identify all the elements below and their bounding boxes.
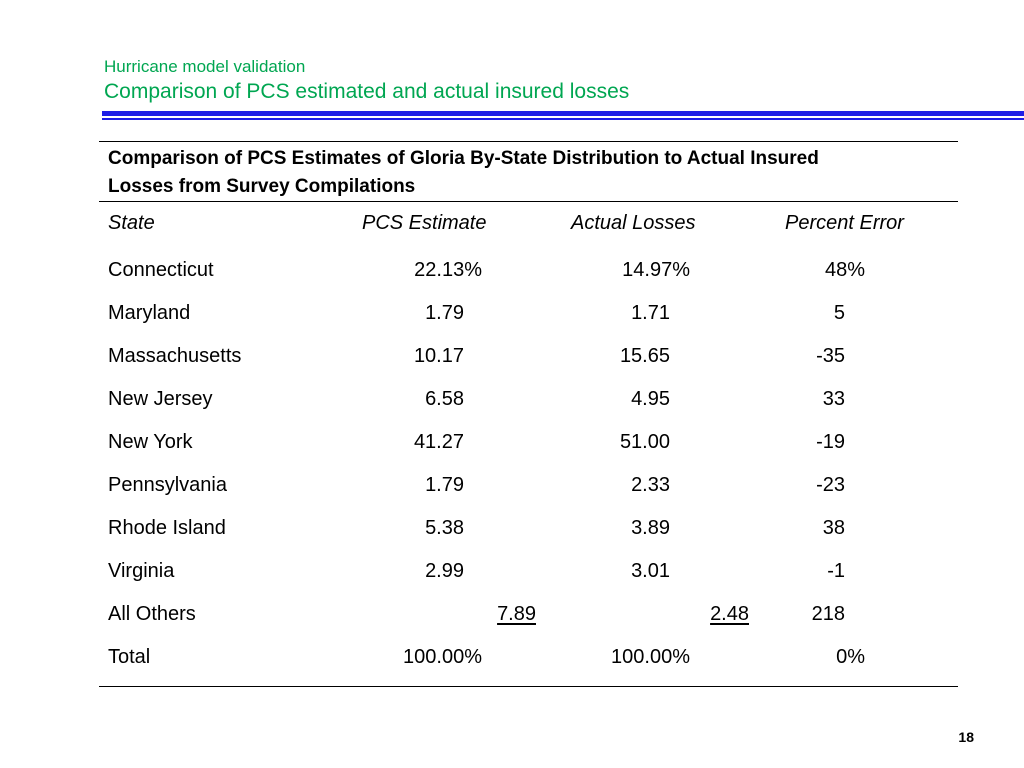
cell-percent-error: -19 xyxy=(816,431,845,453)
cell-actual-losses: 1.71 xyxy=(631,302,670,324)
cell-pcs-estimate: 2.99 xyxy=(425,560,464,582)
cell-actual-losses: 51.00 xyxy=(619,431,670,453)
cell-actual-losses: 2.33 xyxy=(631,474,670,496)
header-rule-thick xyxy=(102,111,1024,116)
cell-pcs-estimate: 100.00% xyxy=(403,646,482,668)
cell-percent-error: -35 xyxy=(816,345,845,367)
column-header-pcs-estimate: PCS Estimate xyxy=(362,212,487,234)
cell-percent-error: 0% xyxy=(836,646,865,668)
cell-actual-losses: 100.00% xyxy=(611,646,690,668)
cell-state: New York xyxy=(108,431,193,453)
table-row: Maryland 1.79 1.71 5 xyxy=(99,293,958,336)
column-header-percent-error: Percent Error xyxy=(785,212,904,234)
cell-percent-error: -1 xyxy=(827,560,845,582)
cell-actual-losses: 3.01 xyxy=(631,560,670,582)
table-caption-rule xyxy=(99,201,958,202)
page-number: 18 xyxy=(958,729,974,745)
cell-percent-error: 38 xyxy=(822,517,845,539)
losses-table: Comparison of PCS Estimates of Gloria By… xyxy=(99,141,958,680)
column-header-actual-losses: Actual Losses xyxy=(571,212,696,234)
cell-pcs-estimate: 22.13% xyxy=(414,259,482,281)
table-row: Connecticut 22.13% 14.97% 48% xyxy=(99,250,958,293)
cell-actual-losses: 14.97% xyxy=(622,259,690,281)
cell-state: Virginia xyxy=(108,560,175,582)
cell-actual-losses: 4.95 xyxy=(631,388,670,410)
table-row: New Jersey 6.58 4.95 33 xyxy=(99,379,958,422)
table-caption-line-2: Losses from Survey Compilations xyxy=(108,176,416,197)
cell-actual-losses: 2.48 xyxy=(710,603,749,625)
table-row: New York 41.27 51.00 -19 xyxy=(99,422,958,465)
cell-pcs-estimate: 6.58 xyxy=(425,388,464,410)
cell-actual-losses: 3.89 xyxy=(631,517,670,539)
table-header-row: State PCS Estimate Actual Losses Percent… xyxy=(99,202,958,245)
cell-pcs-estimate: 41.27 xyxy=(413,431,464,453)
table-row: Virginia 2.99 3.01 -1 xyxy=(99,551,958,594)
cell-pcs-estimate: 10.17 xyxy=(413,345,464,367)
cell-state: Maryland xyxy=(108,302,191,324)
cell-percent-error: 48% xyxy=(824,259,865,281)
table-top-rule xyxy=(99,141,958,142)
cell-state: Connecticut xyxy=(108,259,214,281)
table-row: Rhode Island 5.38 3.89 38 xyxy=(99,508,958,551)
column-header-state: State xyxy=(108,212,155,234)
header-rule-thin xyxy=(102,118,1024,120)
table-row-total: Total 100.00% 100.00% 0% xyxy=(99,637,958,680)
cell-actual-losses: 15.65 xyxy=(619,345,670,367)
cell-percent-error: 33 xyxy=(822,388,845,410)
cell-state: Massachusetts xyxy=(108,345,242,367)
section-title: Hurricane model validation xyxy=(104,57,306,76)
table-row: All Others 7.89 2.48 218 xyxy=(99,594,958,637)
slide-title: Comparison of PCS estimated and actual i… xyxy=(104,80,630,103)
cell-state: Total xyxy=(108,646,151,668)
table-caption: Comparison of PCS Estimates of Gloria By… xyxy=(99,142,958,199)
cell-percent-error: -23 xyxy=(816,474,845,496)
cell-state: New Jersey xyxy=(108,388,213,410)
cell-state: All Others xyxy=(108,603,196,625)
cell-state: Rhode Island xyxy=(108,517,226,539)
cell-pcs-estimate: 1.79 xyxy=(425,474,464,496)
slide-header: Hurricane model validation Comparison of… xyxy=(104,56,629,106)
table-row: Pennsylvania 1.79 2.33 -23 xyxy=(99,465,958,508)
cell-percent-error: 5 xyxy=(833,302,845,324)
cell-pcs-estimate: 7.89 xyxy=(497,603,536,625)
table-row: Massachusetts 10.17 15.65 -35 xyxy=(99,336,958,379)
cell-state: Pennsylvania xyxy=(108,474,227,496)
cell-pcs-estimate: 1.79 xyxy=(425,302,464,324)
cell-pcs-estimate: 5.38 xyxy=(425,517,464,539)
table-caption-line-1: Comparison of PCS Estimates of Gloria By… xyxy=(108,148,819,169)
table-bottom-rule xyxy=(99,686,958,687)
cell-percent-error: 218 xyxy=(811,603,845,625)
